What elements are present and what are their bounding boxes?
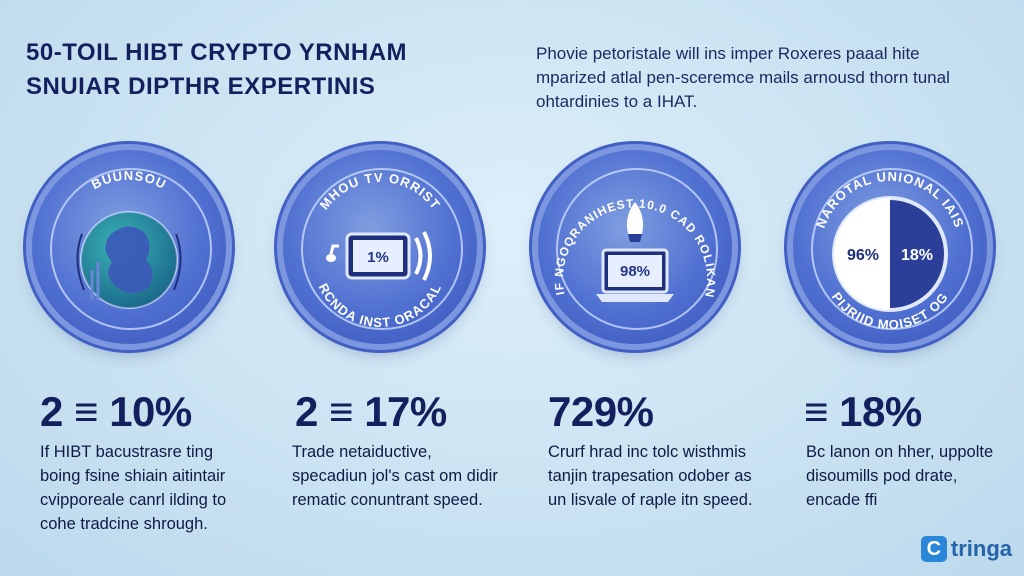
title-line-2: SNUIAR DIPTHR EXPERTINIS [26,73,376,100]
stat-desc-1: If HIBT bacustrasre ting boing fsine shi… [40,443,227,533]
pie-chart-icon: 96% 18% [832,196,948,312]
badge-arc-top-label: MHOU TV ORRIST [317,170,443,212]
badge-laptop: 5 IF NGOQRANIHEST 10.0 CAD ROLIKANE 98% [538,150,732,344]
svg-text:MHOU TV ORRIST: MHOU TV ORRIST [317,170,444,212]
brand-logo[interactable]: C tringa [920,536,1012,562]
svg-text:BUUNSOU: BUUNSOU [89,168,169,192]
badge-globe: BUUNSOU [32,150,226,344]
brand-name: tringa [950,536,1012,561]
badge-pie: NAROTAL UNIONAL IAIS PIJRIID MOISET OG 9… [793,150,987,344]
badge-arc-text: 5 IF NGOQRANIHEST 10.0 CAD ROLIKANE 98% [538,150,717,302]
stat-desc-4: Bc lanon on hher, uppolte disoumills pod… [806,443,994,509]
svg-text:RCNDA INST ORACAL: RCNDA INST ORACAL [316,281,445,330]
tablet-signal-icon: 1% [326,231,432,281]
stat-value-4: ≡ 18% [804,388,922,435]
intro-paragraph: Phovie petoristale will ins imper Roxere… [536,44,950,111]
laptop-rocket-icon: 98% [596,202,674,302]
stat-desc-2: Trade netaiductive, specadiun jol's cast… [292,443,498,509]
badge-arc-text: BUUNSOU [76,168,182,309]
stat-desc-3: Crurf hrad inc tolc wisthmis tanjin trap… [548,443,753,509]
laptop-screen-value: 98% [620,263,650,280]
badge-ring [556,168,718,330]
globe-silhouette-icon [76,211,182,309]
pie-right-label: 18% [901,247,933,264]
badge-arc-text: NAROTAL UNIONAL IAIS PIJRIID MOISET OG 9… [813,169,966,332]
badge-ring [811,168,973,330]
stat-value-2: 2 ≡ 17% [295,388,447,435]
badge-arc-bottom-label: RCNDA INST ORACAL [316,281,444,330]
pie-left-label: 96% [847,247,879,264]
badge-arc-top-label: BUUNSOU [89,168,168,192]
tablet-screen-value: 1% [367,249,389,266]
title-line-1: 50-TOIL HIBT CRYPTO YRNHAM [26,39,408,66]
badge-ring [50,168,212,330]
stat-value-1: 2 ≡ 10% [40,388,192,435]
brand-mark-icon: C [920,536,947,562]
stat-value-3: 729% [548,388,654,435]
page-title: 50-TOIL HIBT CRYPTO YRNHAM SNUIAR DIPTHR… [26,36,506,104]
badge-tablet: MHOU TV ORRIST RCNDA INST ORACAL 1% [283,150,477,344]
badge-arc-text: MHOU TV ORRIST RCNDA INST ORACAL 1% [316,170,445,330]
badge-ring [301,168,463,330]
